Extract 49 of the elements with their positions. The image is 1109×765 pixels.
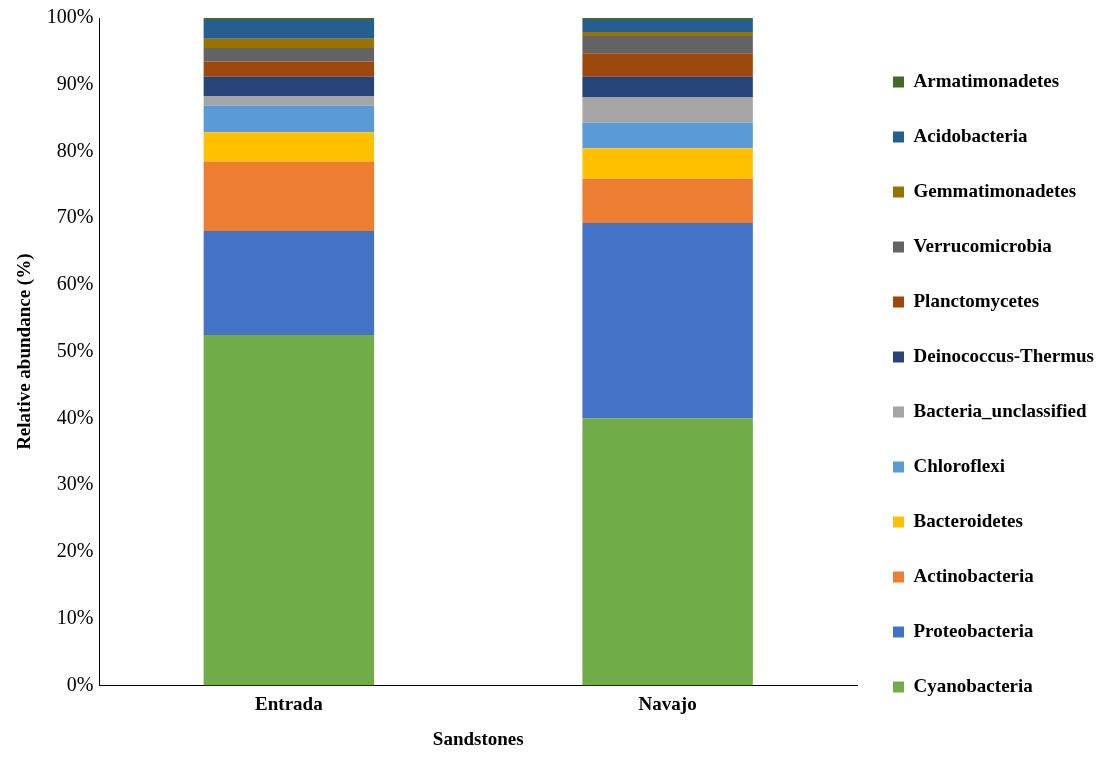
y-axis-title: Relative abundance (%) [13,253,36,450]
y-tick-label: 100% [46,5,94,28]
bar [582,76,753,98]
bar [203,105,375,133]
bar [203,335,375,686]
x-tick-label: Entrada [255,692,324,714]
legend-label: Actinobacteria [913,564,1035,586]
y-tick-label: 20% [56,539,94,562]
bar [582,148,753,179]
y-tick-label: 30% [56,472,94,495]
y-tick-label: 80% [56,138,94,161]
bar [582,20,753,33]
legend-label: Gemmatimonadetes [913,179,1077,201]
legend-label: Deinococcus-Thermus [913,344,1094,366]
legend-label: Bacteria_unclassified [913,399,1088,421]
bar [582,178,753,223]
legend-label: Acidobacteria [913,124,1028,146]
bar [582,53,753,77]
y-tick-label: 10% [56,605,94,628]
legend-label: Chloroflexi [913,454,1005,476]
y-tick-label: 40% [56,405,94,428]
legend-label: Bacteroidetes [913,509,1023,531]
bar [582,122,753,149]
legend-label: Cyanobacteria [913,674,1034,696]
bar [203,230,375,336]
y-tick-label: 60% [56,272,94,295]
bar [582,32,753,37]
x-axis-title: Sandstones [432,727,524,749]
bar [203,20,375,39]
bar [203,132,375,162]
y-tick-label: 90% [56,71,94,94]
legend-label: Armatimonadetes [913,69,1060,91]
y-tick-label: 0% [66,672,94,695]
bar [582,418,753,686]
bar [582,36,753,54]
bar [203,38,375,49]
bar [203,96,375,106]
x-tick-label: Navajo [638,692,697,714]
bar [203,76,375,97]
legend-label: Verrucomicrobia [913,234,1053,256]
bar [203,161,375,231]
y-tick-label: 50% [56,338,94,361]
y-tick-label: 70% [56,205,94,228]
bar [582,222,753,419]
legend-label: Planctomycetes [913,289,1040,311]
bar [582,97,753,123]
bar [203,48,375,62]
bar [203,61,375,77]
legend-label: Proteobacteria [913,619,1034,641]
